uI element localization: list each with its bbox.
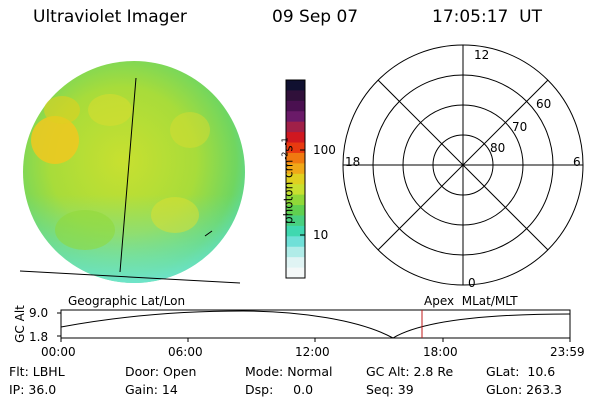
colorbar-segment xyxy=(286,111,305,123)
orbit-xtick-4: 23:59 xyxy=(550,345,585,359)
orbit-xtick-2: 12:00 xyxy=(295,345,330,359)
mlat-label-60: 60 xyxy=(536,97,552,111)
horizon-line xyxy=(19,270,241,284)
colorbar-frame xyxy=(285,79,306,279)
longitude-line xyxy=(119,77,137,273)
colorbar-label: photon cm-2s-1 xyxy=(280,137,296,224)
uv-image xyxy=(19,61,245,284)
mlt-label-6: 6 xyxy=(573,155,581,169)
orbit-xtick-1: 06:00 xyxy=(168,345,203,359)
mode-readout: Mode: Normal xyxy=(245,364,333,379)
glat-readout: GLat: 10.6 xyxy=(486,364,556,379)
colorbar-segment xyxy=(286,121,305,133)
polar-dial xyxy=(342,44,584,286)
orbit-panel xyxy=(57,309,571,342)
colorbar-tick-label-10: 10 xyxy=(313,228,329,242)
colorbar-segment xyxy=(286,225,305,237)
colorbar-segment xyxy=(286,236,305,248)
altitude-curve xyxy=(60,310,571,339)
colorbar-segment xyxy=(286,205,305,216)
ip-readout: IP: 36.0 xyxy=(9,382,57,397)
orbit-ytick-max: 9.0 xyxy=(29,306,49,320)
gain-readout: Gain: 14 xyxy=(125,382,178,397)
colorbar-segment xyxy=(286,257,305,269)
geographic-caption: Geographic Lat/Lon xyxy=(68,294,186,308)
orbit-xtick-3: 18:00 xyxy=(423,345,458,359)
mlt-label-0: 0 xyxy=(468,276,476,290)
filter-readout: Flt: LBHL xyxy=(9,364,65,379)
mlt-label-12: 12 xyxy=(474,48,490,62)
orbit-frame xyxy=(60,309,571,339)
colorbar-segment xyxy=(286,90,305,102)
gc-alt-readout: GC Alt: 2.8 Re xyxy=(366,364,454,379)
colorbar-segment xyxy=(286,132,305,144)
mlat-label-80: 80 xyxy=(490,141,506,155)
mlt-label-18: 18 xyxy=(345,155,361,169)
date-label: 09 Sep 07 xyxy=(272,7,359,27)
colorbar-segment xyxy=(286,100,305,112)
mlat-label-70: 70 xyxy=(512,120,528,134)
seq-readout: Seq: 39 xyxy=(366,382,414,397)
colorbar-segment xyxy=(286,246,305,258)
colorbar xyxy=(286,80,305,279)
colorbar-segment xyxy=(286,184,305,196)
colorbar-segment xyxy=(286,267,305,279)
instrument-title: Ultraviolet Imager xyxy=(33,7,187,27)
colorbar-segment xyxy=(286,152,305,164)
colorbar-segment xyxy=(286,194,305,206)
colorbar-segment xyxy=(286,163,305,175)
orbit-xtick-0: 00:00 xyxy=(41,345,76,359)
colorbar-segment xyxy=(286,215,305,227)
glon-readout: GLon: 263.3 xyxy=(486,382,562,397)
colorbar-segment xyxy=(286,80,305,91)
time-label: 17:05:17 UT xyxy=(432,7,542,27)
colorbar-tick-label-100: 100 xyxy=(313,143,336,157)
colorbar-segment xyxy=(286,142,305,154)
colorbar-segment xyxy=(286,173,305,185)
door-readout: Door: Open xyxy=(125,364,197,379)
orbit-ytick-min: 1.8 xyxy=(29,330,49,344)
orbit-ylabel: GC Alt xyxy=(13,305,27,343)
dsp-readout: Dsp: 0.0 xyxy=(245,382,314,397)
apex-caption: Apex MLat/MLT xyxy=(424,294,518,308)
